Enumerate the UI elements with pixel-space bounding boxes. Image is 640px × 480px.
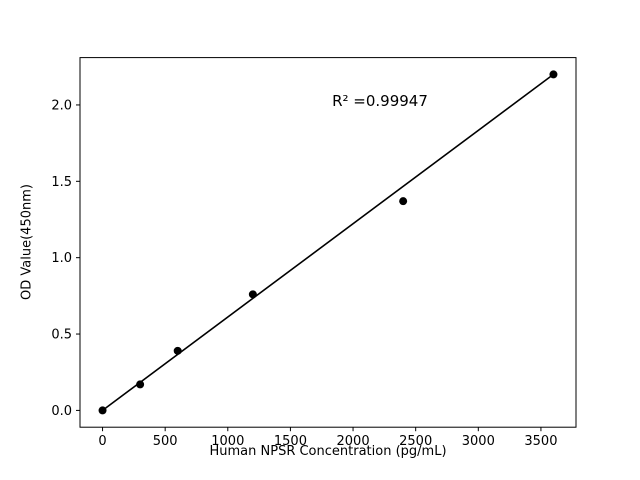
data-point [248, 290, 257, 299]
x-tick-label: 3000 [462, 434, 495, 449]
y-axis-label: OD Value(450nm) [19, 184, 35, 300]
x-axis-label: Human NPSR Concentration (pg/mL) [209, 444, 447, 459]
data-point [136, 380, 145, 389]
data-point [399, 197, 408, 206]
x-tick-label: 0 [98, 434, 106, 449]
x-tick-label: 3500 [524, 434, 557, 449]
r-squared-annotation: R² =0.99947 [332, 92, 428, 110]
data-point [98, 406, 107, 415]
x-tick-label: 1000 [211, 434, 244, 449]
axes-frame [79, 57, 577, 428]
data-point [173, 346, 182, 355]
x-tick-label: 2000 [337, 434, 370, 449]
x-tick-label: 2500 [399, 434, 432, 449]
y-tick-label: 1.5 [51, 175, 72, 190]
y-tick-label: 1.0 [51, 251, 72, 266]
data-point [549, 70, 558, 79]
x-tick-label: 1500 [274, 434, 307, 449]
y-tick-label: 0.5 [51, 328, 72, 343]
y-tick-label: 2.0 [51, 98, 72, 113]
y-tick-label: 0.0 [51, 404, 72, 419]
x-tick-label: 500 [153, 434, 178, 449]
fit-line [102, 73, 554, 412]
